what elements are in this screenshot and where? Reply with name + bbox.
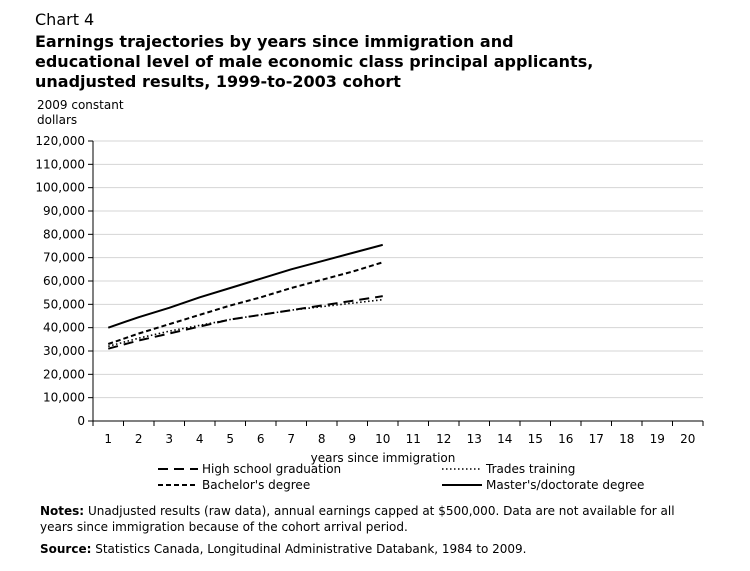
x-tick-label: 2 xyxy=(135,432,143,446)
x-tick-label: 13 xyxy=(467,432,482,446)
y-tick-label: 80,000 xyxy=(43,227,85,241)
x-tick-label: 1 xyxy=(104,432,112,446)
x-tick-label: 12 xyxy=(436,432,451,446)
x-tick-label: 8 xyxy=(318,432,326,446)
x-tick-label: 4 xyxy=(196,432,204,446)
series-line-trades-training xyxy=(108,298,383,348)
x-tick-label: 17 xyxy=(589,432,604,446)
series-line-bachelor-s-degree xyxy=(107,261,384,345)
axes: 0 10,000 20,000 30,000 40,000 50,000 60,000 70,… xyxy=(35,134,704,465)
y-tick-label: 90,000 xyxy=(43,204,85,218)
y-tick-label: 50,000 xyxy=(43,297,85,311)
legend-label: Trades training xyxy=(485,462,575,476)
y-tick-label: 0 xyxy=(77,414,85,428)
series-line-master-s-doctorate-degree xyxy=(107,243,384,329)
y-tick-label: 120,000 xyxy=(35,134,85,148)
notes-label: Notes: xyxy=(40,504,85,518)
source-label: Source: xyxy=(40,542,92,556)
x-axis-label: years since immigration xyxy=(311,451,456,465)
y-tick-label: 100,000 xyxy=(35,181,85,195)
chart-number: Chart 4 xyxy=(35,10,95,29)
x-tick-label: 5 xyxy=(226,432,234,446)
x-tick-label: 19 xyxy=(650,432,665,446)
legend: High school graduation Trades training Bac… xyxy=(158,462,644,492)
chart-source: Source: Statistics Canada, Longitudinal … xyxy=(40,541,700,557)
y-tick-label: 60,000 xyxy=(43,274,85,288)
y-unit-line-1: 2009 constant xyxy=(37,98,124,112)
series-line-high-school-graduation xyxy=(107,295,383,350)
grid xyxy=(93,140,703,399)
series-lines xyxy=(107,243,384,350)
x-tick-label: 3 xyxy=(165,432,173,446)
y-unit-line-2: dollars xyxy=(37,113,78,127)
y-tick-label: 110,000 xyxy=(35,157,85,171)
x-tick-label: 15 xyxy=(528,432,543,446)
y-tick-label: 10,000 xyxy=(43,391,85,405)
x-tick-label: 6 xyxy=(257,432,265,446)
x-tick-label: 16 xyxy=(558,432,573,446)
x-tick-label: 20 xyxy=(680,432,695,446)
chart-notes: Notes: Unadjusted results (raw data), an… xyxy=(40,503,700,535)
legend-label: Bachelor's degree xyxy=(202,478,310,492)
y-tick-label: 70,000 xyxy=(43,251,85,265)
y-tick-label: 40,000 xyxy=(43,321,85,335)
notes-text: Unadjusted results (raw data), annual ea… xyxy=(40,504,675,534)
x-tick-label: 14 xyxy=(497,432,512,446)
y-tick-label: 30,000 xyxy=(43,344,85,358)
y-axis-unit: 2009 constant dollars xyxy=(37,98,157,128)
legend-label: High school graduation xyxy=(202,462,341,476)
x-tick-label: 9 xyxy=(348,432,356,446)
legend-label: Master's/doctorate degree xyxy=(486,478,644,492)
x-tick-label: 7 xyxy=(287,432,295,446)
source-text: Statistics Canada, Longitudinal Administ… xyxy=(95,542,527,556)
x-tick-label: 11 xyxy=(406,432,421,446)
y-tick-label: 20,000 xyxy=(43,367,85,381)
x-tick-label: 10 xyxy=(375,432,390,446)
x-tick-label: 18 xyxy=(619,432,634,446)
chart-title: Earnings trajectories by years since imm… xyxy=(35,32,594,91)
